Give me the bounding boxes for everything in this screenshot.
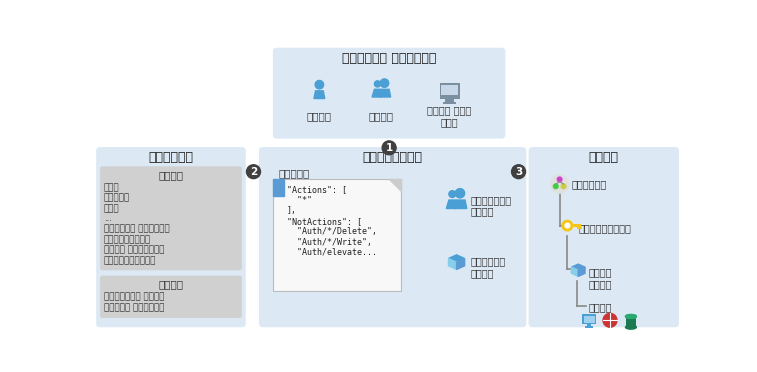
Text: マーケティング
グループ: マーケティング グループ [471,195,512,217]
Text: グループ: グループ [369,111,394,121]
Text: 閲覧者サポート チケット: 閲覧者サポート チケット [104,293,164,302]
Text: 共同作成者: 共同作成者 [104,194,130,203]
Text: 管理グループ: 管理グループ [572,179,606,189]
Polygon shape [572,264,585,270]
Text: ロールの定義: ロールの定義 [148,151,194,164]
Bar [582,314,596,324]
Circle shape [565,223,570,228]
FancyBboxPatch shape [100,166,242,270]
Bar [440,83,459,99]
Circle shape [561,184,565,189]
Polygon shape [455,200,467,208]
Bar [580,227,582,230]
Text: カスタム: カスタム [158,279,183,289]
Ellipse shape [625,325,637,329]
Text: 組み込み: 組み込み [158,170,183,180]
Circle shape [553,184,558,189]
Polygon shape [380,89,391,97]
Text: 所有者: 所有者 [104,183,120,192]
Text: ユーザー アクセス管理者: ユーザー アクセス管理者 [104,246,164,254]
Circle shape [380,79,389,87]
Polygon shape [314,91,325,99]
Text: 1: 1 [385,143,393,153]
Circle shape [247,165,260,179]
Polygon shape [389,179,400,191]
Text: サービス プリン
シパル: サービス プリン シパル [428,106,472,127]
Text: リソース: リソース [588,302,612,312]
Text: セキュリティ プリンシパル: セキュリティ プリンシパル [342,52,436,65]
Circle shape [603,313,617,327]
Circle shape [455,189,465,198]
Circle shape [315,80,324,89]
Bar [584,316,594,323]
Text: ユーザー: ユーザー [307,111,332,121]
FancyBboxPatch shape [528,147,679,327]
Text: セキュリティ閲覧者: セキュリティ閲覧者 [104,235,151,244]
Text: 閲覧者: 閲覧者 [104,204,120,213]
FancyBboxPatch shape [100,276,242,318]
Circle shape [382,141,396,155]
Polygon shape [372,89,382,97]
Bar [441,85,458,96]
Bar [273,179,400,291]
Text: サブスクリプション: サブスクリプション [579,223,632,233]
Bar [572,224,581,227]
Polygon shape [447,200,456,208]
Text: 2: 2 [250,167,257,177]
Polygon shape [448,259,456,269]
Circle shape [550,175,569,193]
Text: 販売リソース
グループ: 販売リソース グループ [471,256,506,278]
Polygon shape [273,179,284,196]
Text: バックアップ オペレーター: バックアップ オペレーター [104,225,170,234]
Bar [578,227,581,230]
Polygon shape [578,267,585,276]
Text: 3: 3 [515,167,522,177]
Text: 仮想マシン オペレーター: 仮想マシン オペレーター [104,303,164,312]
FancyBboxPatch shape [273,48,506,139]
Text: ...: ... [104,214,112,224]
Ellipse shape [625,314,637,318]
Circle shape [512,165,525,179]
Text: スコープ: スコープ [589,151,618,164]
Bar [444,102,456,104]
Bar [445,99,454,102]
Polygon shape [456,259,465,269]
Text: ロールの割り当て: ロールの割り当て [363,151,422,164]
Circle shape [562,220,573,231]
Ellipse shape [625,314,637,318]
Text: リソース
グループ: リソース グループ [588,267,612,289]
Bar [585,327,593,328]
Circle shape [449,191,456,198]
Polygon shape [572,267,578,276]
FancyBboxPatch shape [259,147,526,327]
Bar [625,317,637,327]
FancyBboxPatch shape [96,147,246,327]
Bar [587,324,591,327]
Text: 共同作成者: 共同作成者 [279,169,310,179]
Circle shape [557,177,562,182]
Polygon shape [448,255,465,262]
Text: "Actions": [
  "*"
],
"NotActions": [
  "Auth/*/Delete",
  "Auth/*/Write",
  "Au: "Actions": [ "*" ], "NotActions": [ "Aut… [287,186,377,257]
Text: 仮想マシン共同作成者: 仮想マシン共同作成者 [104,256,157,265]
Circle shape [375,81,381,87]
